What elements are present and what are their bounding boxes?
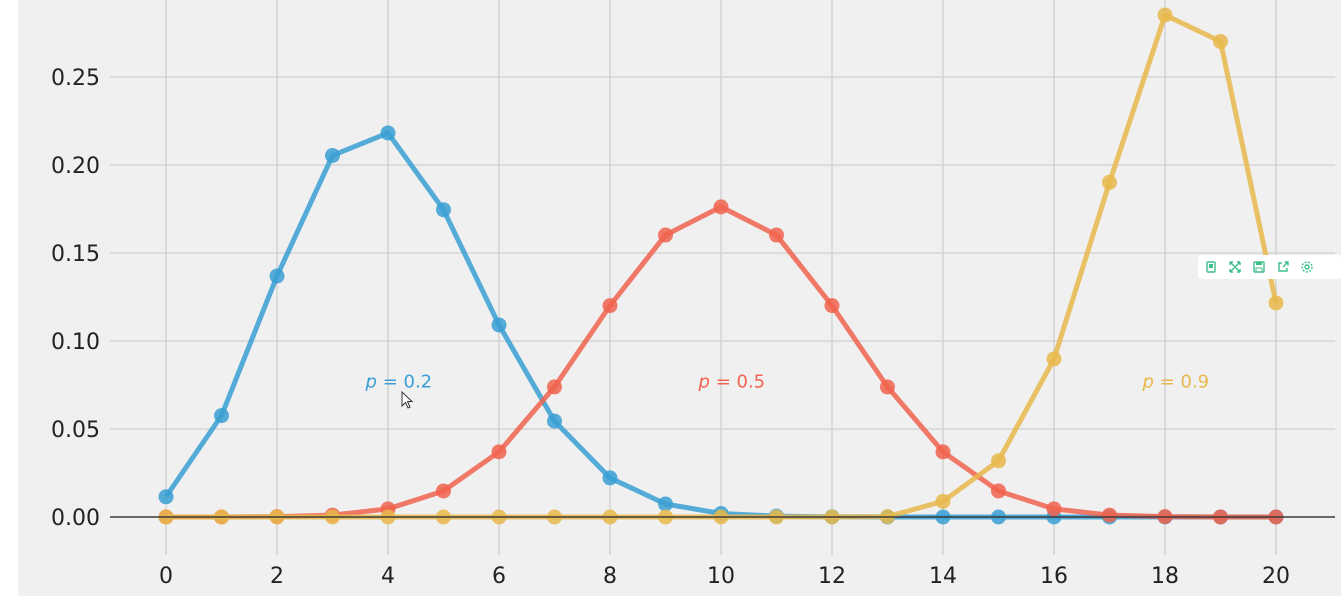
data-point [547,413,562,429]
y-tick-labels: 0.00 0.05 0.10 0.15 0.20 0.25 [51,66,100,531]
data-point [713,199,729,215]
x-tick-label: 18 [1151,564,1179,589]
x-tick-labels: 0 2 4 6 8 10 12 14 16 18 20 [159,564,1290,589]
x-tick-label: 0 [159,564,173,589]
x-tick-label: 8 [603,564,617,589]
data-point [1102,507,1117,523]
series-label: p = 0.5 [698,371,766,392]
data-point [325,147,340,163]
series-labels: p = 0.2 p = 0.5 p = 0.9 [365,371,1210,392]
series-label: p = 0.9 [1142,371,1210,392]
x-tick-label: 10 [707,564,735,589]
cursor-icon [401,390,414,409]
data-point [602,298,618,314]
data-point [436,202,451,218]
data-point [1102,174,1117,190]
data-point [991,453,1006,469]
data-point [1157,7,1173,23]
series-label: p = 0.2 [365,371,433,392]
data-point [158,489,174,505]
export-icon[interactable] [1276,260,1290,274]
y-tick-label: 0.25 [51,66,100,91]
data-point [658,496,673,512]
y-tick-label: 0.00 [51,506,100,531]
chart-toolbar [1198,255,1341,279]
save-icon[interactable] [1252,260,1266,274]
data-point [824,298,840,314]
data-point [547,379,562,395]
y-tick-label: 0.20 [51,154,100,179]
data-point [658,227,673,243]
series-layer [158,7,1284,525]
x-tick-label: 4 [381,564,395,589]
data-point [436,483,451,499]
data-point [1046,501,1062,517]
data-point [880,379,895,395]
data-point [991,483,1006,499]
x-tick-label: 16 [1040,564,1068,589]
x-tick-label: 2 [270,564,284,589]
data-point [491,444,507,460]
data-point [380,125,396,141]
copy-icon[interactable] [1204,260,1218,274]
data-point [1268,295,1284,311]
expand-icon[interactable] [1228,260,1242,274]
data-point [602,470,618,486]
y-tick-label: 0.15 [51,242,100,267]
data-point [491,317,507,333]
x-tick-label: 14 [929,564,957,589]
data-point [269,268,285,284]
plot-background [18,0,1341,596]
y-tick-label: 0.05 [51,418,100,443]
x-tick-label: 20 [1262,564,1290,589]
data-point [1213,33,1228,49]
settings-icon[interactable] [1300,260,1314,274]
x-tick-label: 6 [492,564,506,589]
x-tick-label: 12 [818,564,846,589]
data-point [1046,351,1062,367]
data-point [935,444,951,460]
data-point [935,493,951,509]
data-point [769,227,784,243]
data-point [214,408,229,424]
y-tick-label: 0.10 [51,330,100,355]
